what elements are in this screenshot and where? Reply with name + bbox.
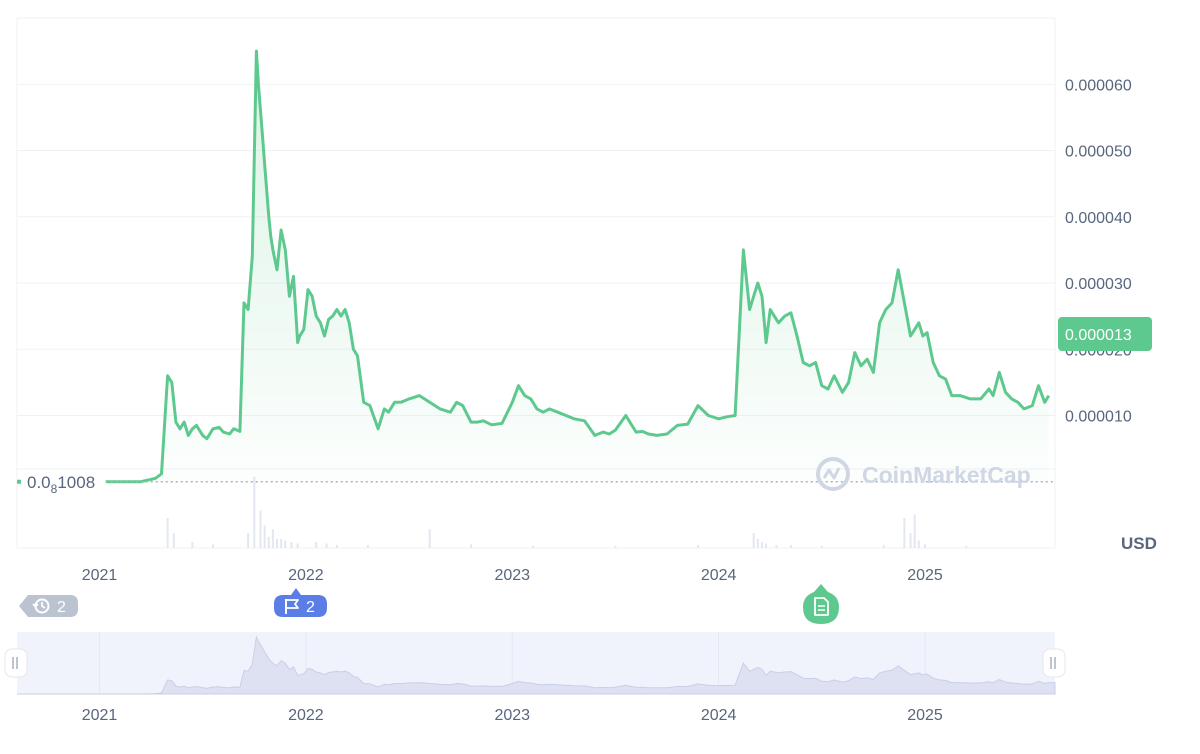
x-axis-ticks: 2021 2022 2023 2024 2025 — [82, 567, 943, 584]
volume-bar — [263, 525, 266, 548]
volume-bar — [271, 529, 274, 548]
x-tick-label: 2022 — [288, 567, 324, 584]
volume-bar — [191, 542, 194, 548]
volume-bar — [760, 542, 763, 548]
volume-bar — [696, 545, 699, 548]
volume-bar — [789, 545, 792, 548]
y-tick-label: 0.000010 — [1065, 409, 1132, 426]
volume-bar — [765, 543, 768, 548]
news-event-badge[interactable] — [803, 584, 839, 624]
history-events-badge[interactable]: 2 — [19, 595, 78, 617]
navigator-area — [17, 635, 1056, 695]
y-tick-label: 0.000050 — [1065, 144, 1132, 161]
volume-bar — [247, 533, 250, 548]
volume-bar — [965, 545, 968, 548]
range-navigator[interactable] — [4, 632, 1066, 695]
volume-bar — [280, 539, 283, 548]
volume-bar — [290, 542, 293, 548]
y-tick-label: 0.000060 — [1065, 77, 1132, 94]
volume-bar — [276, 539, 279, 548]
baseline-price-label: 0.081008 — [27, 473, 95, 496]
price-line[interactable] — [105, 49, 1051, 484]
volume-bar — [917, 540, 920, 548]
baseline-marker — [17, 479, 21, 484]
volume-bar — [166, 518, 169, 548]
volume-bar — [756, 539, 759, 548]
current-price-tag: 0.000013 — [1058, 317, 1152, 351]
volume-bar — [253, 476, 256, 548]
volume-bar — [913, 514, 916, 548]
coinmarketcap-watermark: CoinMarketCap — [816, 457, 1031, 491]
baseline-suffix: 1008 — [57, 473, 95, 492]
volume-bar — [212, 544, 215, 548]
flag-badge-count: 2 — [306, 599, 315, 616]
x-tick-label: 2024 — [701, 567, 737, 584]
volume-bar — [775, 545, 778, 548]
volume-bar — [325, 543, 328, 548]
volume-bar — [366, 545, 369, 548]
volume-bar — [469, 544, 472, 548]
volume-bar — [882, 545, 885, 548]
document-icon — [814, 597, 829, 616]
current-price-text: 0.000013 — [1065, 327, 1132, 344]
volume-bar — [335, 545, 338, 548]
volume-bars — [166, 476, 968, 548]
volume-bar — [172, 533, 175, 548]
navigator-left-handle[interactable] — [4, 648, 28, 678]
x-tick-label: 2023 — [494, 567, 530, 584]
watermark-text: CoinMarketCap — [862, 462, 1031, 488]
currency-unit-label: USD — [1121, 534, 1157, 553]
flag-icon — [285, 599, 299, 614]
volume-bar — [259, 510, 262, 548]
volume-bar — [909, 533, 912, 548]
navigator-x-tick-label: 2022 — [288, 707, 324, 724]
flag-events-badge[interactable]: 2 — [274, 588, 327, 617]
navigator-x-tick-label: 2024 — [701, 707, 737, 724]
y-axis-ticks: 0.0000600.0000500.0000400.0000300.000020… — [1065, 77, 1132, 425]
volume-bar — [820, 545, 823, 548]
coinmarketcap-logo-icon — [816, 457, 850, 491]
baseline-prefix: 0.0 — [27, 473, 51, 492]
x-tick-label: 2021 — [82, 567, 118, 584]
volume-bar — [614, 545, 617, 548]
navigator-right-handle[interactable] — [1042, 648, 1066, 678]
baseline-subscript: 8 — [51, 482, 58, 496]
y-tick-label: 0.000040 — [1065, 210, 1132, 227]
volume-bar — [752, 533, 755, 548]
volume-bar — [284, 540, 287, 548]
x-tick-label: 2025 — [907, 567, 943, 584]
price-area — [105, 51, 1049, 482]
volume-bar — [267, 536, 270, 548]
history-icon — [32, 598, 50, 614]
volume-bar — [315, 542, 318, 548]
navigator-x-tick-label: 2023 — [494, 707, 530, 724]
history-badge-count: 2 — [57, 599, 66, 616]
y-tick-label: 0.000030 — [1065, 276, 1132, 293]
volume-bar — [923, 544, 926, 548]
volume-bar — [531, 545, 534, 548]
volume-bar — [428, 529, 431, 548]
navigator-x-tick-label: 2025 — [907, 707, 943, 724]
navigator-x-tick-label: 2021 — [82, 707, 118, 724]
volume-bar — [903, 518, 906, 548]
volume-bar — [296, 543, 299, 548]
navigator-x-axis-ticks: 2021 2022 2023 2024 2025 — [82, 707, 943, 724]
